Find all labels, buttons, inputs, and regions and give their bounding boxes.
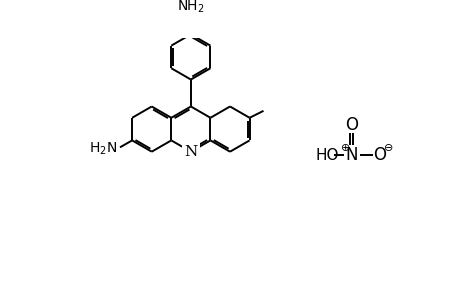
Text: H$_2$N: H$_2$N: [89, 141, 117, 157]
Text: O: O: [344, 116, 358, 134]
Text: HO: HO: [315, 148, 338, 163]
Text: NH$_2$: NH$_2$: [177, 0, 204, 15]
Text: O: O: [372, 146, 385, 164]
Text: $\oplus$: $\oplus$: [339, 142, 349, 153]
Text: N: N: [184, 145, 197, 159]
Text: N: N: [345, 146, 357, 164]
Text: $\ominus$: $\ominus$: [382, 142, 392, 153]
